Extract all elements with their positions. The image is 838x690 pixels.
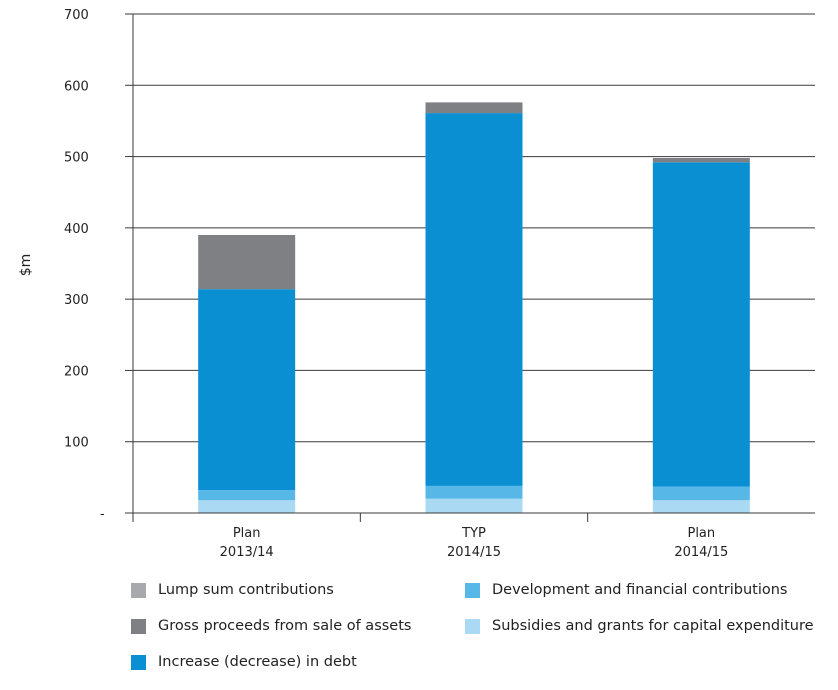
legend-swatch [465,618,480,634]
legend-label: Subsidies and grants for capital expendi… [492,618,814,634]
bars [198,102,750,513]
x-category-label: Plan [233,526,261,541]
y-tick-label: 100 [64,436,89,451]
y-tick-label: 300 [64,293,89,308]
bar-segment [198,289,296,491]
y-tick-label: 700 [64,8,89,23]
x-category-labels: Plan 2013/14 TYP 2014/15 Plan 2014/15 [220,526,729,560]
x-category-label: 2013/14 [220,545,274,560]
legend-label: Lump sum contributions [158,582,334,598]
bar-segment [652,157,750,163]
bar-segment [425,102,523,114]
legend-label: Gross proceeds from sale of assets [158,618,412,634]
x-category-label: Plan [687,526,715,541]
bar-segment [425,485,523,499]
bar-segment [652,162,750,487]
legend: Lump sum contributions Development and f… [131,582,831,682]
y-tick-label: 400 [64,222,89,237]
x-category-label: 2014/15 [674,545,728,560]
y-tick-label: 500 [64,151,89,166]
legend-item-development: Development and financial contributions [465,582,787,598]
y-tick-label: - [100,507,105,522]
legend-label: Development and financial contributions [492,582,788,598]
legend-swatch [465,582,480,598]
axes [125,14,815,522]
bar-segment [425,498,523,513]
y-tick-label: 200 [64,364,89,379]
legend-swatch [131,618,146,634]
legend-item-debt: Increase (decrease) in debt [131,654,357,670]
y-tick-label: 600 [64,79,89,94]
legend-item-lump-sum: Lump sum contributions [131,582,334,598]
legend-swatch [131,654,146,670]
bar-segment [198,490,296,501]
legend-item-subsidies: Subsidies and grants for capital expendi… [465,618,814,634]
legend-item-gross-proceeds: Gross proceeds from sale of assets [131,618,411,634]
legend-label: Increase (decrease) in debt [158,654,357,670]
bar-segment [652,500,750,513]
x-category-label: 2014/15 [447,545,501,560]
bar-segment [198,500,296,513]
bar-segment [425,113,523,486]
legend-swatch [131,582,146,598]
bar-segment [198,234,296,290]
y-tick-labels: - 100 200 300 400 500 600 700 [64,8,105,522]
y-axis-label: $m [18,254,34,277]
x-category-label: TYP [461,526,486,541]
bar-segment [652,486,750,501]
